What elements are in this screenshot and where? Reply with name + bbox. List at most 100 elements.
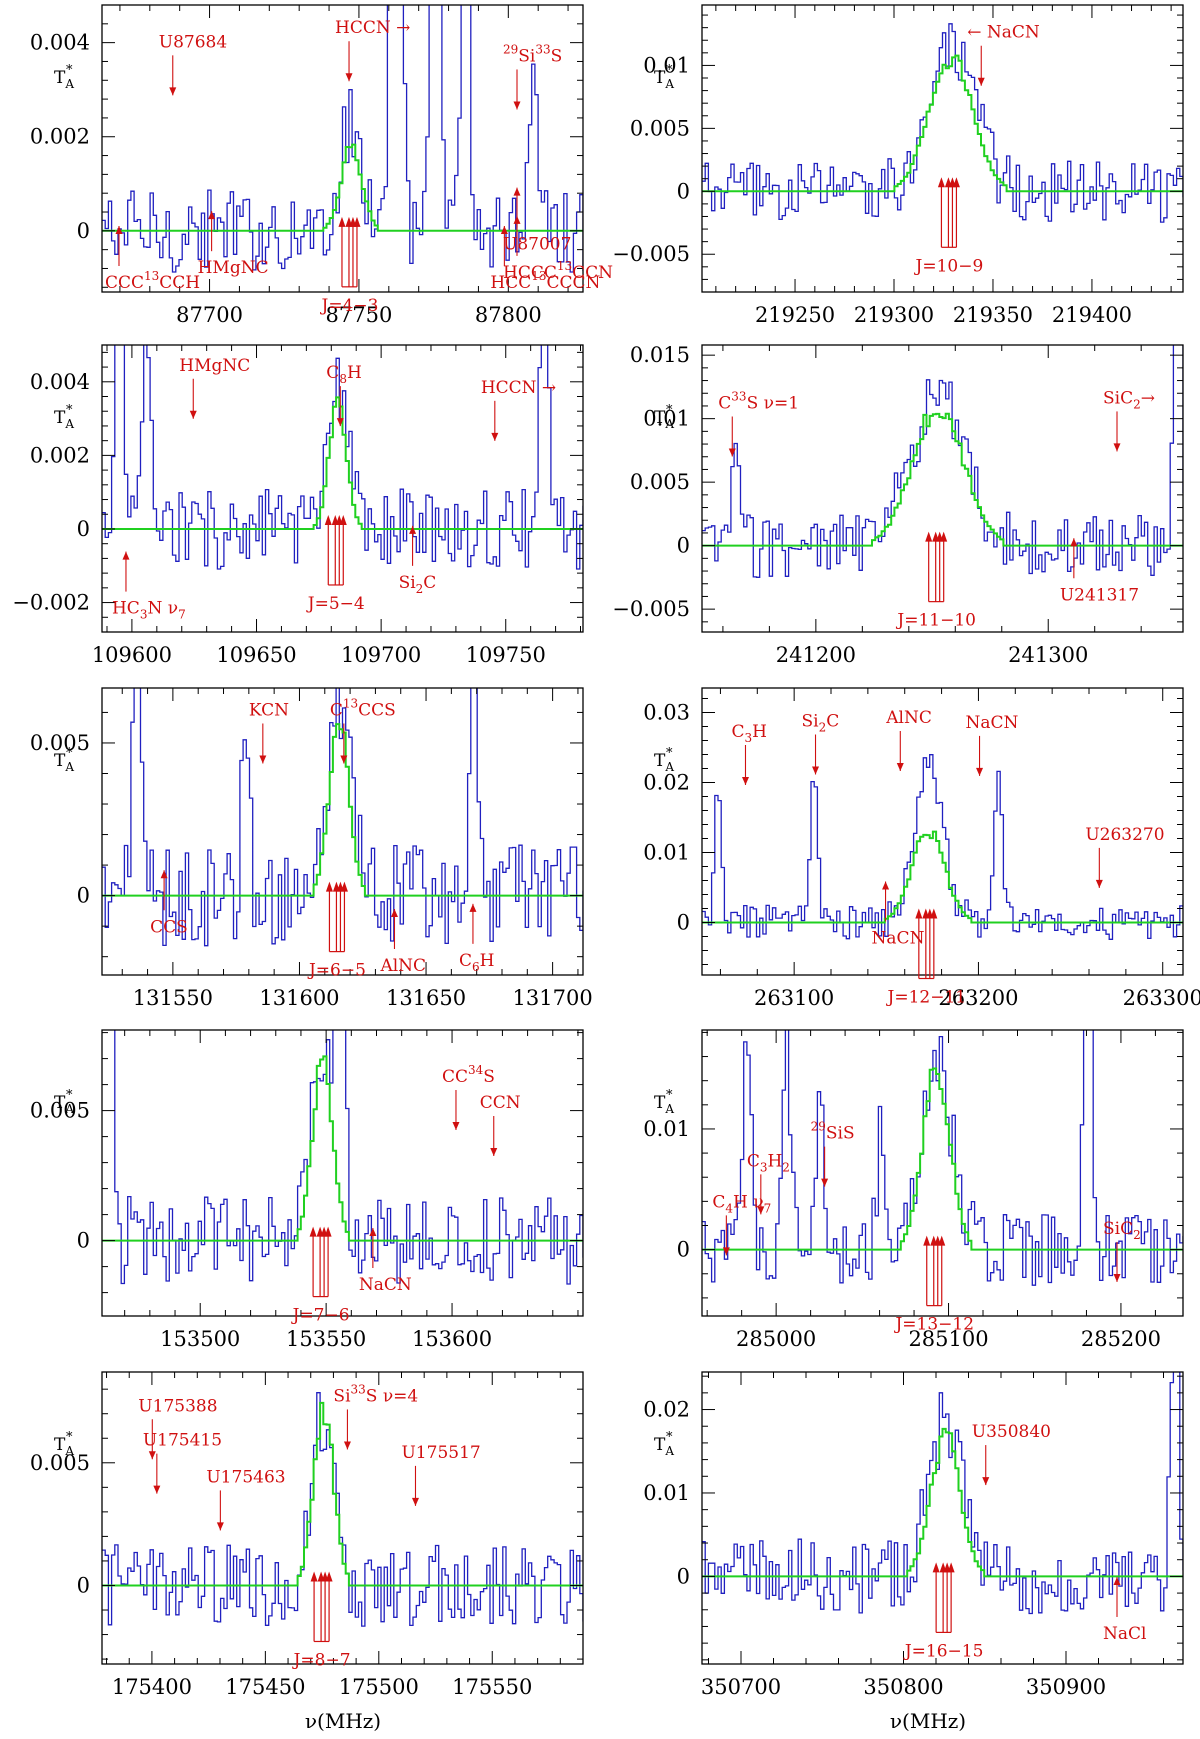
p8-annotation-0: C4H ν7 [712,1192,771,1215]
p6-annotation-3: NaCN [966,713,1019,733]
p5-observed-series [102,688,583,947]
p6-annotation-1: Si2C [802,712,840,735]
p10-y-tick-label-2: 0.02 [643,1398,690,1422]
p1-transition-label: J=4−3 [320,296,379,316]
p4-y-tick-label-3: 0.01 [643,407,690,431]
p2-y-tick-label-1: 0 [677,179,690,203]
p1-x-tick-label-1: 87750 [326,303,393,327]
p3-y-axis-label: TA* [54,403,74,431]
p2-model-series [702,54,1183,193]
p7-transition-label: J=7−6 [291,1306,350,1326]
p3-model-series [102,396,583,530]
p9-x-tick-label-0: 175400 [112,1675,192,1699]
p9-model-series [102,1401,583,1587]
p3-annotation-1: C8H [326,363,361,386]
p3-annotation-4: HC3N ν7 [112,599,186,622]
p3-transition-marker [324,514,347,586]
p8-observed-series [702,1030,1183,1286]
p3-y-tick-label-3: 0.004 [30,370,90,394]
p2-plot-frame [701,4,1184,293]
p7-observed-series [114,1030,583,1285]
p6-y-tick-label-3: 0.03 [643,701,690,725]
p9-x-tick-label-1: 175450 [225,1675,305,1699]
p6-x-tick-label-2: 263300 [1123,986,1200,1010]
p9-y-tick-label-1: 0.005 [30,1451,90,1475]
p5-model-series [102,723,583,897]
p4-y-tick-label-1: 0 [677,534,690,558]
p6-transition-label: J=12−11 [886,988,967,1008]
p3-transition-label: J=5−4 [306,594,365,614]
p5-annotation-0: KCN [249,700,289,720]
p3-y-tick-label-1: 0 [77,517,90,541]
chart-panel-p2: 219250 219300 219350 219400 −0.005 0 0.005 0.01… [612,4,1184,327]
p1-transition-marker [338,216,361,288]
p1-annotation-6: HCC13CCCN [490,269,600,293]
p5-x-tick-label-3: 131700 [513,986,593,1010]
p4-y-axis-label: TA* [654,403,674,431]
p7-annotation-0: CC34S [442,1063,495,1087]
p5-x-tick-label-2: 131650 [386,986,466,1010]
p9-plot-frame [101,1371,584,1665]
p1-annotation-2: HMgNC [198,258,269,278]
p4-annotation-0: C33S ν=1 [718,389,799,413]
p6-model-series [702,830,1183,924]
p10-transition-marker [932,1562,955,1634]
p4-observed-series [702,345,1183,578]
p9-x-tick-label-2: 175500 [339,1675,419,1699]
p3-y-tick-label-2: 0.002 [30,443,90,467]
p1-y-tick-label-0: 0 [77,219,90,243]
p4-x-tick-label-1: 241300 [1008,643,1088,667]
p1-annotation-4: U87007 [503,235,571,255]
p3-annotation-2: HCCN → [481,378,556,398]
p6-plot-frame [701,687,1184,976]
p5-plot-frame [101,687,584,976]
p6-annotation-5: NaCN [872,929,925,949]
p7-transition-marker [309,1226,332,1298]
p1-model-series [102,143,583,232]
p6-observed-series [702,754,1183,940]
p7-y-axis-label: TA* [54,1088,74,1116]
x-axis-label-left: ν(MHz) [305,1709,381,1733]
p7-x-tick-label-2: 153600 [412,1327,492,1351]
p5-x-tick-label-1: 131600 [259,986,339,1010]
chart-panel-p6: 263100 263200 263300 0 0.01 0.02 0.03 TA* J=12−1… [643,687,1200,1010]
p3-annotation-3: Si2C [399,573,437,596]
p7-x-tick-label-1: 153550 [286,1327,366,1351]
p5-annotation-1: C13CCS [330,696,396,720]
p7-y-tick-label-1: 0.005 [30,1099,90,1123]
p5-annotation-2: CCS [150,917,188,937]
p4-model-series [702,412,1183,547]
p1-y-axis-label: TA* [54,63,74,91]
p2-x-tick-label-2: 219350 [953,303,1033,327]
p4-y-tick-label-0: −0.005 [612,597,690,621]
p8-model-series [702,1067,1183,1251]
chart-panel-p10: 350700 350800 350900 0 0.01 0.02 TA* J=16−15 U35… [643,1371,1184,1699]
p1-y-tick-label-2: 0.004 [30,31,90,55]
p1-annotation-5: HCCC13CCN [503,259,613,283]
p4-transition-label: J=11−10 [895,611,976,631]
p1-x-tick-label-0: 87700 [176,303,243,327]
p7-x-tick-label-0: 153500 [160,1327,240,1351]
chart-panel-p4: 241200 241300 −0.005 0 0.005 0.01 0.015 TA* J=11… [612,343,1184,667]
p5-y-axis-label: TA* [54,746,74,774]
p6-x-tick-label-1: 263200 [938,986,1018,1010]
p8-transition-label: J=13−12 [893,1315,974,1335]
chart-panel-p1: 87700 87750 87800 0 0.002 0.004 TA* J=4−3 U87684… [30,4,613,327]
p8-y-tick-label-1: 0.01 [643,1117,690,1141]
p6-y-axis-label: TA* [654,746,674,774]
p10-model-series [702,1427,1183,1578]
p10-x-tick-label-0: 350700 [701,1675,781,1699]
p4-x-tick-label-0: 241200 [776,643,856,667]
p6-y-tick-label-1: 0.01 [643,841,690,865]
p6-y-tick-label-2: 0.02 [643,771,690,795]
p2-observed-series [702,23,1183,223]
p3-y-tick-label-0: −0.002 [12,591,90,615]
p7-annotation-1: CCN [480,1093,521,1113]
p2-y-axis-label: TA* [654,63,674,91]
p3-x-tick-label-3: 109750 [466,643,546,667]
p4-annotation-1: SiC2→ [1103,388,1155,411]
